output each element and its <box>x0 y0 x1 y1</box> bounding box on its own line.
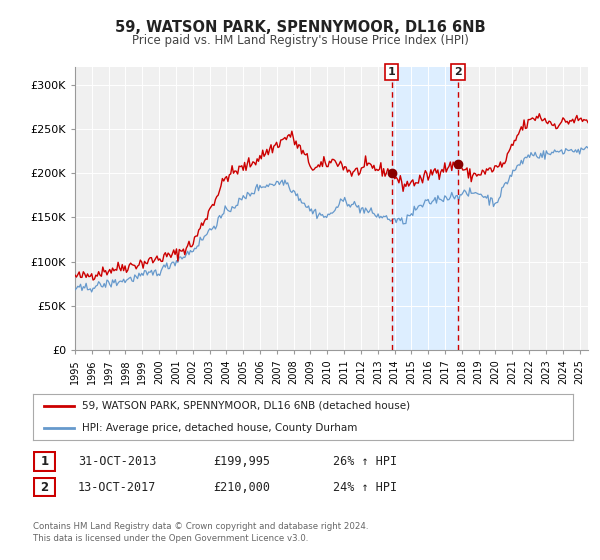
Text: 59, WATSON PARK, SPENNYMOOR, DL16 6NB (detached house): 59, WATSON PARK, SPENNYMOOR, DL16 6NB (d… <box>82 400 410 410</box>
Text: HPI: Average price, detached house, County Durham: HPI: Average price, detached house, Coun… <box>82 423 357 433</box>
Text: 31-OCT-2013: 31-OCT-2013 <box>78 455 157 468</box>
Bar <box>392 67 458 350</box>
Text: 2: 2 <box>40 480 49 494</box>
Text: 26% ↑ HPI: 26% ↑ HPI <box>333 455 397 468</box>
Text: 1: 1 <box>388 67 395 77</box>
Text: 2: 2 <box>454 67 462 77</box>
Text: 24% ↑ HPI: 24% ↑ HPI <box>333 480 397 494</box>
Text: 13-OCT-2017: 13-OCT-2017 <box>78 480 157 494</box>
Text: £210,000: £210,000 <box>213 480 270 494</box>
Text: 1: 1 <box>40 455 49 468</box>
Text: Contains HM Land Registry data © Crown copyright and database right 2024.: Contains HM Land Registry data © Crown c… <box>33 522 368 531</box>
Text: This data is licensed under the Open Government Licence v3.0.: This data is licensed under the Open Gov… <box>33 534 308 543</box>
Text: Price paid vs. HM Land Registry's House Price Index (HPI): Price paid vs. HM Land Registry's House … <box>131 34 469 46</box>
Text: 59, WATSON PARK, SPENNYMOOR, DL16 6NB: 59, WATSON PARK, SPENNYMOOR, DL16 6NB <box>115 20 485 35</box>
Text: £199,995: £199,995 <box>213 455 270 468</box>
